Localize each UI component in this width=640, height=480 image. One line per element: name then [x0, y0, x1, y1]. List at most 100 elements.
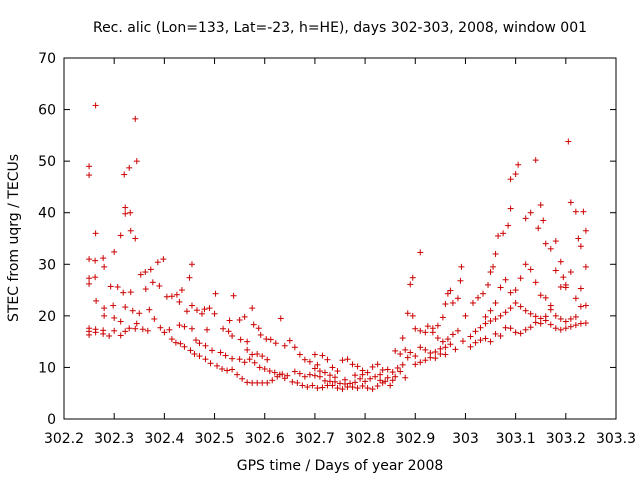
data-point [417, 327, 424, 334]
data-point [127, 227, 134, 234]
data-point [329, 364, 336, 371]
data-point [437, 351, 444, 358]
data-point [129, 307, 136, 314]
data-point [532, 319, 539, 326]
data-point [196, 353, 203, 360]
data-point [402, 346, 409, 353]
data-point [202, 342, 209, 349]
data-point [552, 312, 559, 319]
data-point [467, 333, 474, 340]
data-point [517, 303, 524, 310]
data-point [151, 315, 158, 322]
data-point [392, 347, 399, 354]
data-point [296, 351, 303, 358]
data-point [132, 115, 139, 122]
data-point [316, 368, 323, 375]
data-point [110, 302, 117, 309]
data-point [507, 176, 514, 183]
data-point [407, 349, 414, 356]
data-point [111, 314, 118, 321]
data-point [467, 343, 474, 350]
data-point [329, 382, 336, 389]
data-point [444, 290, 451, 297]
data-point [100, 255, 107, 262]
x-tick-label: 303.1 [496, 431, 536, 447]
data-point [311, 372, 318, 379]
data-point [255, 325, 262, 332]
data-point [319, 352, 326, 359]
data-point [191, 351, 198, 358]
data-point [281, 375, 288, 382]
data-point [495, 232, 502, 239]
data-point [149, 279, 156, 286]
data-point [565, 138, 572, 145]
data-point [505, 222, 512, 229]
data-point [254, 379, 261, 386]
data-point [485, 281, 492, 288]
data-point [572, 295, 579, 302]
data-point [447, 287, 454, 294]
data-point [126, 164, 133, 171]
data-point [492, 315, 499, 322]
data-point [139, 326, 146, 333]
data-point [244, 338, 251, 345]
data-point [477, 324, 484, 331]
data-point [527, 310, 534, 317]
x-tick-label: 302.9 [395, 431, 435, 447]
data-point [244, 346, 251, 353]
data-point [229, 355, 236, 362]
data-point [241, 359, 248, 366]
data-point [367, 375, 374, 382]
data-point [133, 320, 140, 327]
data-point [512, 287, 519, 294]
data-point [193, 307, 200, 314]
data-point [122, 304, 129, 311]
data-point [480, 290, 487, 297]
data-point [291, 344, 298, 351]
x-tick-label: 302.6 [245, 431, 285, 447]
x-axis-title: GPS time / Days of year 2008 [237, 458, 444, 474]
data-point [442, 300, 449, 307]
data-point [547, 321, 554, 328]
data-point [562, 325, 569, 332]
data-point [547, 302, 554, 309]
data-point [502, 309, 509, 316]
data-point [577, 303, 584, 310]
data-point [575, 235, 582, 242]
data-point [271, 369, 278, 376]
data-point [156, 282, 163, 289]
y-tick-label: 20 [38, 309, 56, 325]
data-point [487, 318, 494, 325]
data-point [379, 367, 386, 374]
data-point [181, 343, 188, 350]
data-point [582, 227, 589, 234]
data-point [202, 356, 209, 363]
data-point [392, 373, 399, 380]
data-point [250, 321, 257, 328]
data-point [168, 293, 175, 300]
data-point [359, 371, 366, 378]
data-point [122, 204, 129, 211]
data-point [572, 208, 579, 215]
data-point [397, 351, 404, 358]
data-point [111, 248, 118, 255]
data-point [309, 382, 316, 389]
data-point [321, 369, 328, 376]
data-point [497, 284, 504, 291]
data-point [517, 275, 524, 282]
data-point [254, 351, 261, 358]
data-point [442, 344, 449, 351]
data-point [107, 283, 114, 290]
data-point [577, 320, 584, 327]
data-point [487, 307, 494, 314]
data-point [93, 297, 100, 304]
data-point [111, 327, 118, 334]
data-point [547, 245, 554, 252]
data-point [284, 372, 291, 379]
x-tick-label: 303.2 [546, 431, 586, 447]
data-point [181, 323, 188, 330]
chart-title: Rec. alic (Lon=133, Lat=-23, h=HE), days… [93, 20, 587, 36]
x-tick-label: 302.7 [295, 431, 335, 447]
data-point [374, 382, 381, 389]
